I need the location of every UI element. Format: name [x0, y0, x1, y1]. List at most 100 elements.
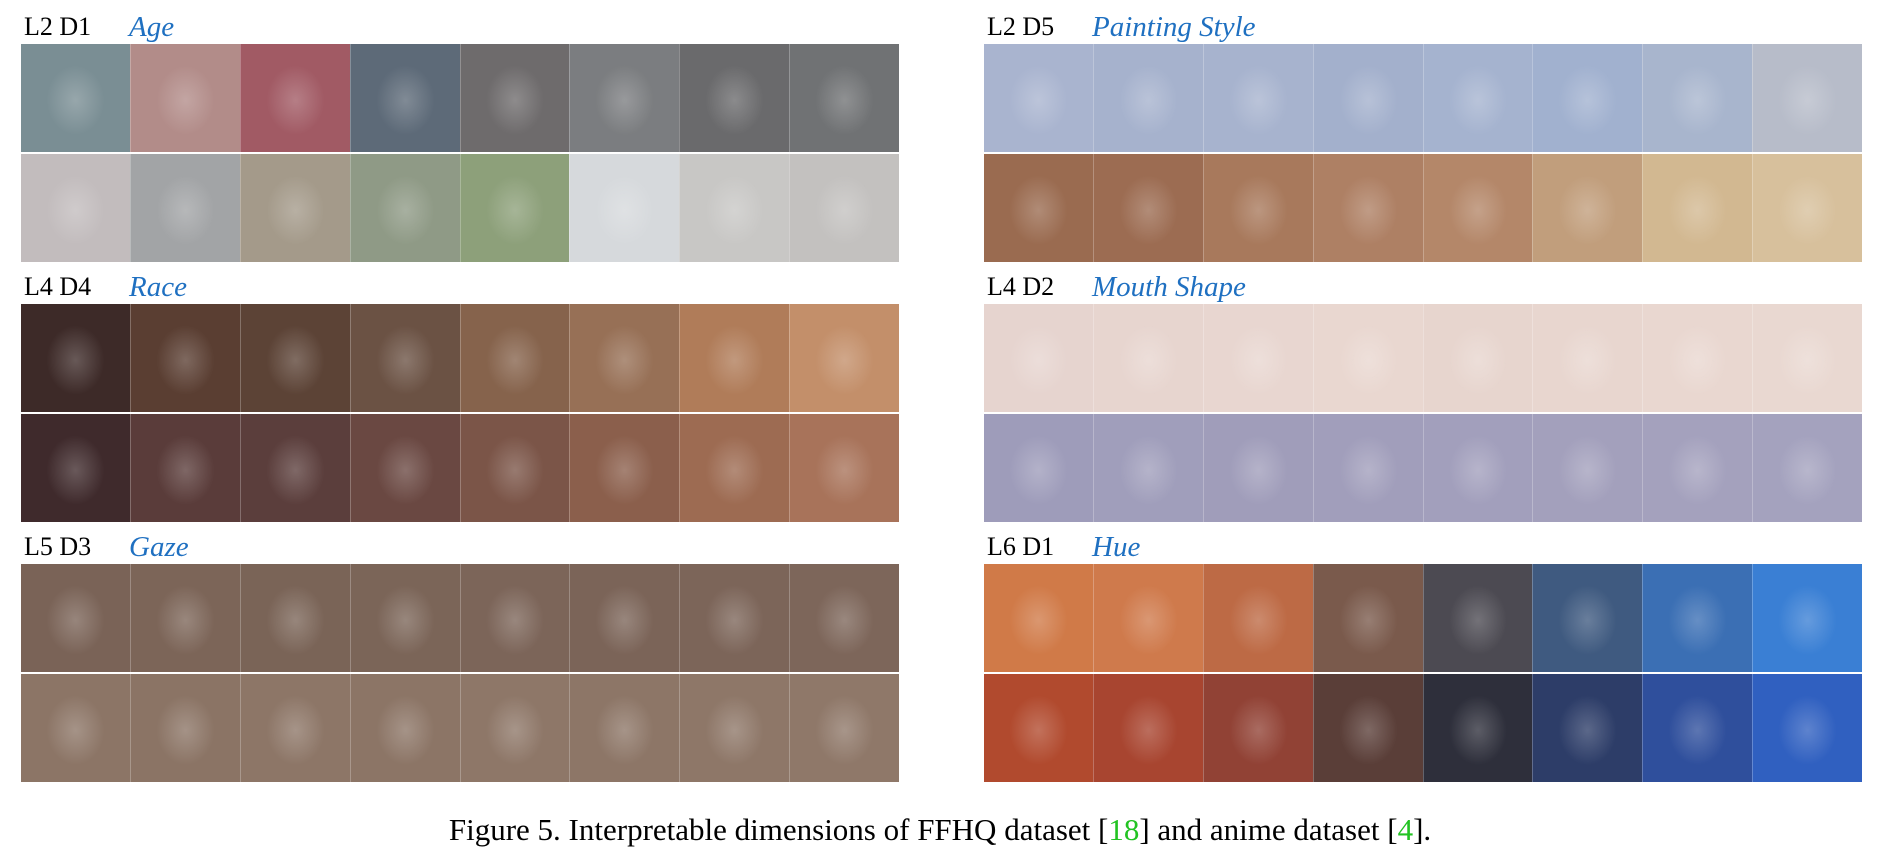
- generated-sample-image: [569, 564, 680, 672]
- generated-sample-image: [349, 44, 460, 152]
- caption-middle: ] and anime dataset [: [1139, 812, 1398, 847]
- panel-header: L4 D4 Race: [21, 268, 899, 304]
- generated-sample-image: [789, 674, 899, 782]
- generated-sample-image: [21, 154, 130, 262]
- generated-sample-image: [1422, 304, 1533, 412]
- generated-sample-image: [1312, 154, 1423, 262]
- image-strip: [21, 674, 899, 782]
- generated-sample-image: [569, 304, 680, 412]
- generated-sample-image: [984, 674, 1093, 782]
- generated-sample-image: [1202, 414, 1313, 522]
- attribute-label: Age: [129, 11, 175, 43]
- generated-sample-image: [1312, 674, 1423, 782]
- generated-sample-image: [239, 154, 350, 262]
- generated-sample-image: [1642, 154, 1753, 262]
- attribute-label: Mouth Shape: [1092, 271, 1246, 303]
- figure-caption: Figure 5. Interpretable dimensions of FF…: [0, 812, 1880, 848]
- generated-sample-image: [679, 304, 790, 412]
- generated-sample-image: [984, 304, 1093, 412]
- layer-dimension-label: L2 D5: [987, 12, 1055, 41]
- generated-sample-image: [21, 414, 130, 522]
- generated-sample-image: [1092, 304, 1203, 412]
- generated-sample-image: [349, 304, 460, 412]
- generated-sample-image: [1532, 564, 1643, 672]
- generated-sample-image: [1092, 564, 1203, 672]
- layer-dimension-label: L4 D4: [24, 272, 92, 301]
- generated-sample-image: [569, 44, 680, 152]
- generated-sample-image: [459, 674, 570, 782]
- generated-sample-image: [569, 414, 680, 522]
- caption-suffix: ].: [1413, 812, 1432, 847]
- generated-sample-image: [1642, 564, 1753, 672]
- generated-sample-image: [239, 564, 350, 672]
- generated-sample-image: [789, 564, 899, 672]
- panel-painting-style: L2 D5 Painting Style: [984, 8, 1862, 262]
- layer-dimension-label: L6 D1: [987, 532, 1055, 561]
- generated-sample-image: [21, 304, 130, 412]
- generated-sample-image: [1532, 154, 1643, 262]
- generated-sample-image: [1752, 674, 1862, 782]
- generated-sample-image: [1312, 304, 1423, 412]
- panel-hue: L6 D1 Hue: [984, 528, 1862, 782]
- image-strip: [21, 304, 899, 412]
- generated-sample-image: [1312, 564, 1423, 672]
- generated-sample-image: [1532, 414, 1643, 522]
- panel-header: L4 D2 Mouth Shape: [984, 268, 1862, 304]
- generated-sample-image: [21, 674, 130, 782]
- generated-sample-image: [1752, 564, 1862, 672]
- generated-sample-image: [459, 564, 570, 672]
- generated-sample-image: [1752, 44, 1862, 152]
- generated-sample-image: [984, 564, 1093, 672]
- generated-sample-image: [679, 414, 790, 522]
- generated-sample-image: [239, 304, 350, 412]
- generated-sample-image: [129, 564, 240, 672]
- image-strip: [984, 674, 1862, 782]
- generated-sample-image: [679, 674, 790, 782]
- image-strip: [984, 564, 1862, 672]
- image-strip: [21, 154, 899, 262]
- generated-sample-image: [1312, 414, 1423, 522]
- citation-ref-ffhq[interactable]: 18: [1108, 812, 1140, 847]
- generated-sample-image: [789, 304, 899, 412]
- generated-sample-image: [1092, 414, 1203, 522]
- generated-sample-image: [1642, 674, 1753, 782]
- generated-sample-image: [459, 304, 570, 412]
- generated-sample-image: [1532, 304, 1643, 412]
- attribute-label: Painting Style: [1092, 11, 1256, 43]
- generated-sample-image: [1202, 674, 1313, 782]
- image-strip: [21, 44, 899, 152]
- generated-sample-image: [21, 564, 130, 672]
- generated-sample-image: [1752, 414, 1862, 522]
- generated-sample-image: [239, 414, 350, 522]
- generated-sample-image: [349, 674, 460, 782]
- citation-ref-anime[interactable]: 4: [1397, 812, 1414, 847]
- attribute-label: Gaze: [129, 531, 189, 563]
- generated-sample-image: [1202, 564, 1313, 672]
- caption-prefix: Figure 5. Interpretable dimensions of FF…: [448, 812, 1109, 847]
- image-strip: [21, 564, 899, 672]
- generated-sample-image: [349, 154, 460, 262]
- panel-mouth-shape: L4 D2 Mouth Shape: [984, 268, 1862, 522]
- generated-sample-image: [129, 414, 240, 522]
- generated-sample-image: [459, 44, 570, 152]
- generated-sample-image: [569, 154, 680, 262]
- generated-sample-image: [789, 44, 899, 152]
- generated-sample-image: [239, 674, 350, 782]
- layer-dimension-label: L5 D3: [24, 532, 92, 561]
- layer-dimension-label: L4 D2: [987, 272, 1055, 301]
- generated-sample-image: [1642, 414, 1753, 522]
- generated-sample-image: [1422, 564, 1533, 672]
- generated-sample-image: [129, 674, 240, 782]
- generated-sample-image: [1532, 44, 1643, 152]
- image-strip: [984, 304, 1862, 412]
- attribute-label: Race: [129, 271, 187, 303]
- generated-sample-image: [1092, 674, 1203, 782]
- image-strip: [21, 414, 899, 522]
- image-strip: [984, 414, 1862, 522]
- generated-sample-image: [349, 414, 460, 522]
- generated-sample-image: [1752, 304, 1862, 412]
- attribute-label: Hue: [1092, 531, 1141, 563]
- generated-sample-image: [1752, 154, 1862, 262]
- generated-sample-image: [1202, 44, 1313, 152]
- generated-sample-image: [1642, 44, 1753, 152]
